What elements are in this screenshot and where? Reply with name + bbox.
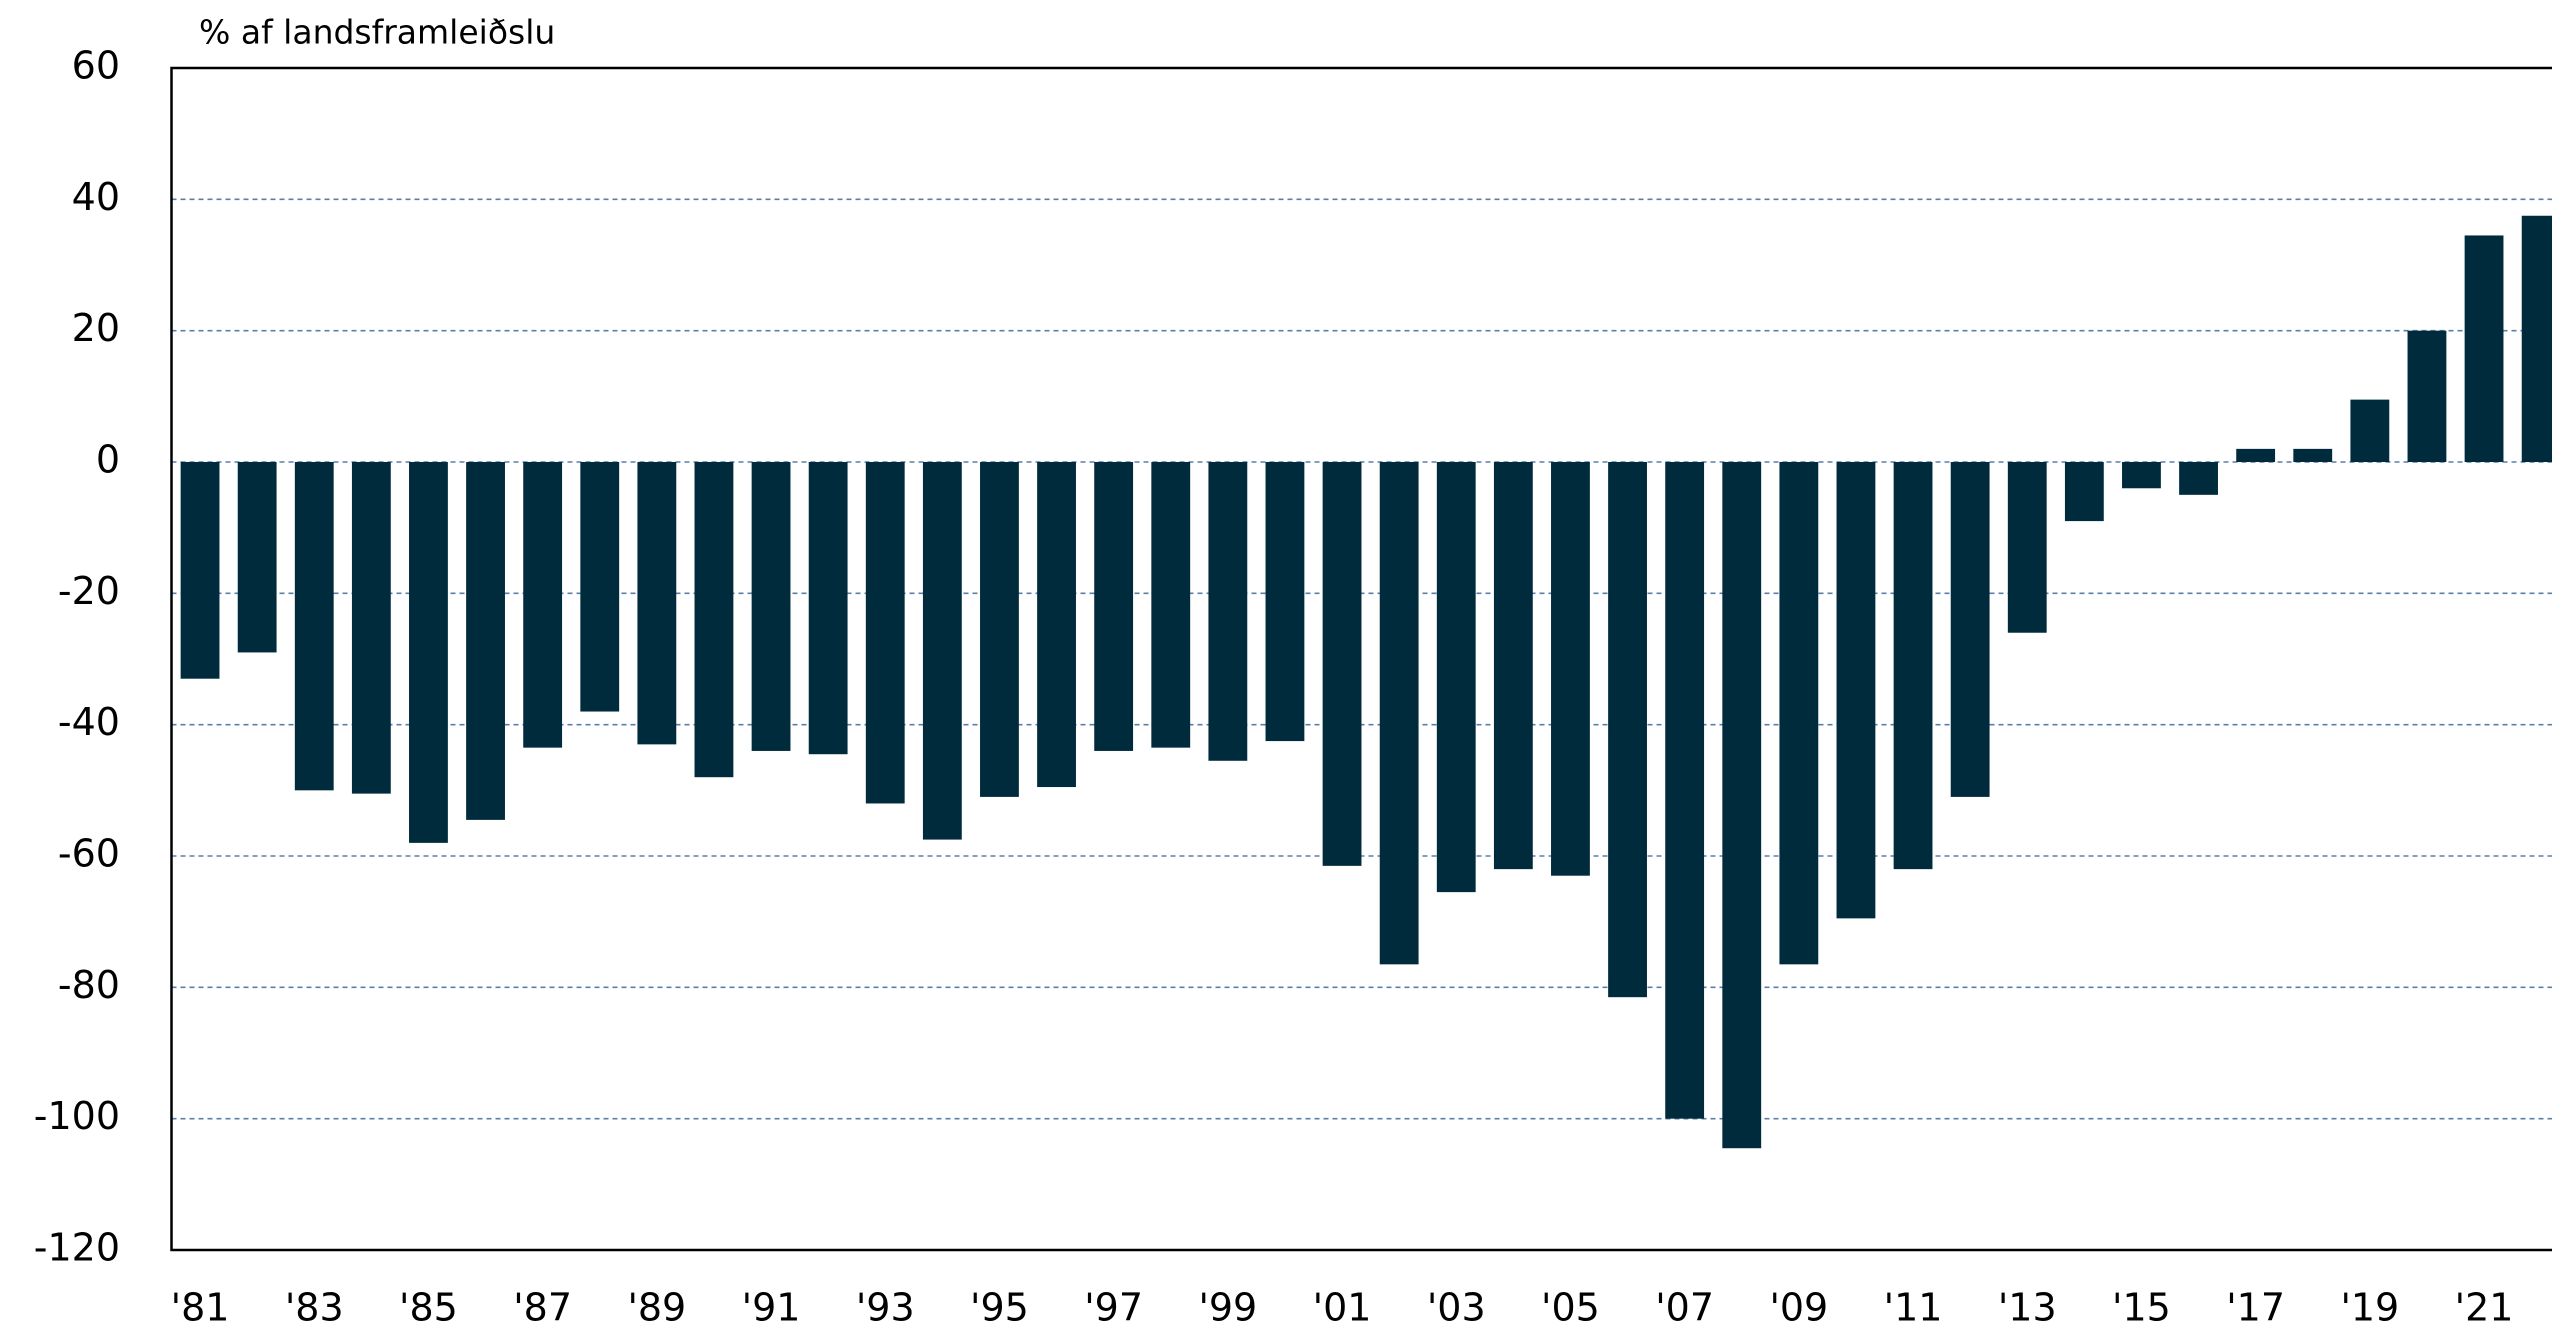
- bar: [409, 462, 448, 843]
- bar: [1208, 462, 1248, 761]
- bar: [2407, 330, 2447, 462]
- bar: [694, 462, 734, 778]
- x-tick-label: '95: [970, 1286, 1029, 1330]
- x-tick-label: '19: [2340, 1286, 2399, 1330]
- bar: [922, 462, 962, 840]
- bar: [180, 462, 220, 679]
- bar: [637, 462, 677, 745]
- y-tick-label: -60: [58, 832, 120, 876]
- x-tick-label: '81: [171, 1286, 230, 1330]
- y-axis-label: % af landsframleiðslu: [199, 13, 555, 52]
- x-tick-label: '15: [2112, 1286, 2171, 1330]
- bar: [1037, 462, 1076, 788]
- bar: [1893, 462, 1933, 870]
- x-tick-label: '99: [1198, 1286, 1257, 1330]
- bar: [1779, 462, 1819, 965]
- bar: [808, 462, 848, 755]
- y-tick-label: -120: [34, 1226, 120, 1270]
- bar: [1379, 462, 1419, 965]
- bar: [2122, 462, 2161, 489]
- bar: [1950, 462, 1990, 797]
- bar: [2007, 462, 2047, 633]
- y-tick-label: 60: [72, 44, 120, 88]
- x-tick-label: '89: [627, 1286, 686, 1330]
- bar: [1493, 462, 1533, 870]
- bar: [237, 462, 277, 653]
- bar: [1722, 462, 1762, 1149]
- x-tick-label: '87: [513, 1286, 572, 1330]
- bar: [1836, 462, 1876, 919]
- y-tick-label: 40: [72, 175, 120, 219]
- bar: [1094, 462, 1134, 751]
- bar: [1551, 462, 1590, 876]
- bar: [294, 462, 334, 791]
- y-tick-label: -80: [58, 963, 120, 1007]
- bar: [751, 462, 791, 751]
- bar: [466, 462, 505, 820]
- y-tick-label: -20: [58, 569, 120, 613]
- bar: [865, 462, 905, 804]
- y-tick-label: -100: [34, 1094, 120, 1138]
- x-tick-label: '03: [1427, 1286, 1486, 1330]
- x-tick-label: '17: [2226, 1286, 2285, 1330]
- x-tick-label: '01: [1313, 1286, 1372, 1330]
- x-tick-label: '97: [1084, 1286, 1143, 1330]
- x-tick-label: '07: [1655, 1286, 1714, 1330]
- bar: [2350, 399, 2390, 462]
- bar: [1322, 462, 1362, 866]
- x-tick-label: '83: [285, 1286, 344, 1330]
- bar: [1665, 462, 1705, 1119]
- y-tick-label: 0: [96, 438, 120, 482]
- bar: [2064, 462, 2104, 522]
- bar: [580, 462, 620, 712]
- x-tick-label: '21: [2455, 1286, 2514, 1330]
- bar: [1436, 462, 1476, 893]
- bar: [2179, 462, 2218, 495]
- x-tick-label: '11: [1884, 1286, 1943, 1330]
- bar: [2464, 235, 2504, 462]
- x-tick-label: '13: [1998, 1286, 2057, 1330]
- x-tick-label: '93: [856, 1286, 915, 1330]
- bar: [523, 462, 563, 748]
- bar: [2521, 215, 2552, 462]
- x-tick-label: '91: [742, 1286, 801, 1330]
- plot-frame: [170, 66, 2552, 1252]
- bar: [351, 462, 391, 794]
- bar: [1151, 462, 1191, 748]
- bar: [1608, 462, 1647, 998]
- x-tick-label: '09: [1769, 1286, 1828, 1330]
- bar: [2236, 448, 2276, 462]
- y-tick-label: -40: [58, 700, 120, 744]
- bar: [2293, 448, 2333, 462]
- x-tick-label: '05: [1541, 1286, 1600, 1330]
- y-tick-label: 20: [72, 306, 120, 350]
- bar: [1265, 462, 1305, 742]
- bar: [980, 462, 1019, 797]
- x-tick-label: '85: [399, 1286, 458, 1330]
